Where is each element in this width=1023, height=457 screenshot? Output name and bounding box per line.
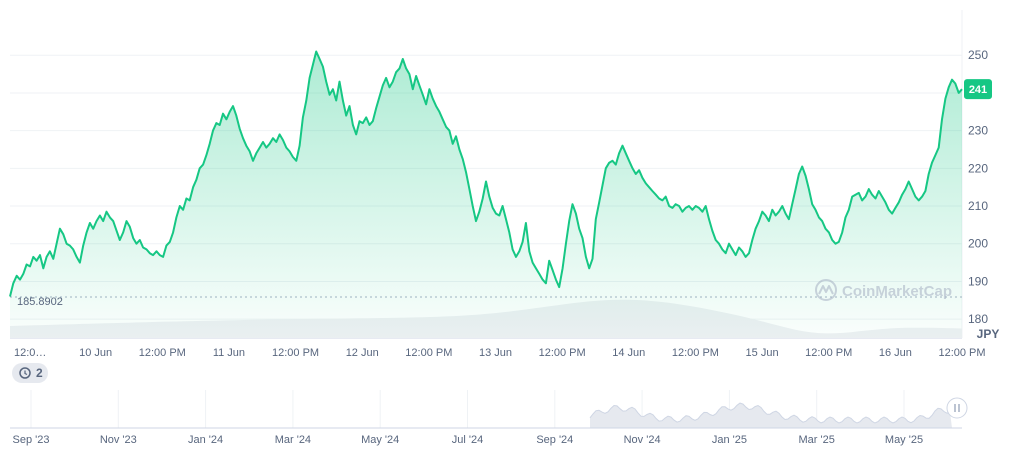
x-tick-label: 15 Jun [746, 347, 779, 359]
navigator-tick-label: Sep '23 [13, 434, 50, 446]
x-tick-label: 11 Jun [213, 347, 245, 359]
navigator-tick-label: Nov '24 [624, 434, 661, 446]
x-axis-ticks: 12:0… 10 Jun 12:00 PM 11 Jun 12:00 PM 12 Jun 1… [14, 347, 986, 359]
time-navigator[interactable]: Sep '23 Nov '23 Jan '24 Mar '24 May '24 Jul '… [10, 390, 968, 446]
x-tick-label: 10 Jun [79, 347, 112, 359]
navigator-handle[interactable] [946, 397, 968, 419]
x-tick-label: 16 Jun [879, 347, 912, 359]
navigator-tick-label: Jan '24 [188, 434, 223, 446]
navigator-tick-label: Jul '24 [452, 434, 483, 446]
x-tick-label: 12:00 PM [272, 347, 319, 359]
history-icon [19, 367, 31, 379]
navigator-ticks: Sep '23 Nov '23 Jan '24 Mar '24 May '24 Jul '… [13, 434, 924, 446]
navigator-line [589, 402, 951, 424]
coinmarketcap-watermark: CoinMarketCap [815, 279, 952, 301]
y-tick-label: 250 [968, 48, 988, 62]
navigator-area [590, 403, 952, 428]
x-tick-label: 12:00 PM [539, 347, 586, 359]
history-count: 2 [36, 366, 43, 380]
watermark-text: CoinMarketCap [842, 283, 952, 300]
x-tick-label: 12:00 PM [672, 347, 719, 359]
x-tick-label: 13 Jun [479, 347, 512, 359]
current-price-badge: 241 [964, 79, 992, 100]
price-area-fill [10, 51, 962, 338]
x-tick-label: 14 Jun [612, 347, 645, 359]
x-tick-label: 12:0… [14, 347, 46, 359]
navigator-tick-label: Nov '23 [100, 434, 137, 446]
start-value-label: 185.8902 [17, 296, 63, 308]
navigator-tick-label: Mar '25 [799, 434, 835, 446]
svg-text:241: 241 [969, 84, 987, 96]
history-button[interactable]: 2 [12, 363, 48, 383]
navigator-tick-label: Mar '24 [275, 434, 311, 446]
price-line [9, 50, 963, 297]
navigator-tick-label: May '25 [885, 434, 923, 446]
y-tick-label: 200 [968, 237, 988, 251]
y-tick-label: 220 [968, 161, 988, 175]
y-tick-label: 210 [968, 199, 988, 213]
y-tick-label: 230 [968, 124, 988, 138]
y-tick-label: 190 [968, 274, 988, 288]
x-tick-label: 12:00 PM [938, 347, 985, 359]
x-tick-label: 12 Jun [346, 347, 379, 359]
navigator-tick-label: Sep '24 [536, 434, 573, 446]
navigator-tick-label: Jan '25 [712, 434, 747, 446]
x-tick-label: 12:00 PM [405, 347, 452, 359]
navigator-tick-label: May '24 [361, 434, 399, 446]
currency-label: JPY [977, 327, 1000, 341]
coinmarketcap-logo-icon [815, 279, 837, 301]
x-tick-label: 12:00 PM [805, 347, 852, 359]
x-tick-label: 12:00 PM [139, 347, 186, 359]
y-tick-label: 180 [968, 312, 988, 326]
